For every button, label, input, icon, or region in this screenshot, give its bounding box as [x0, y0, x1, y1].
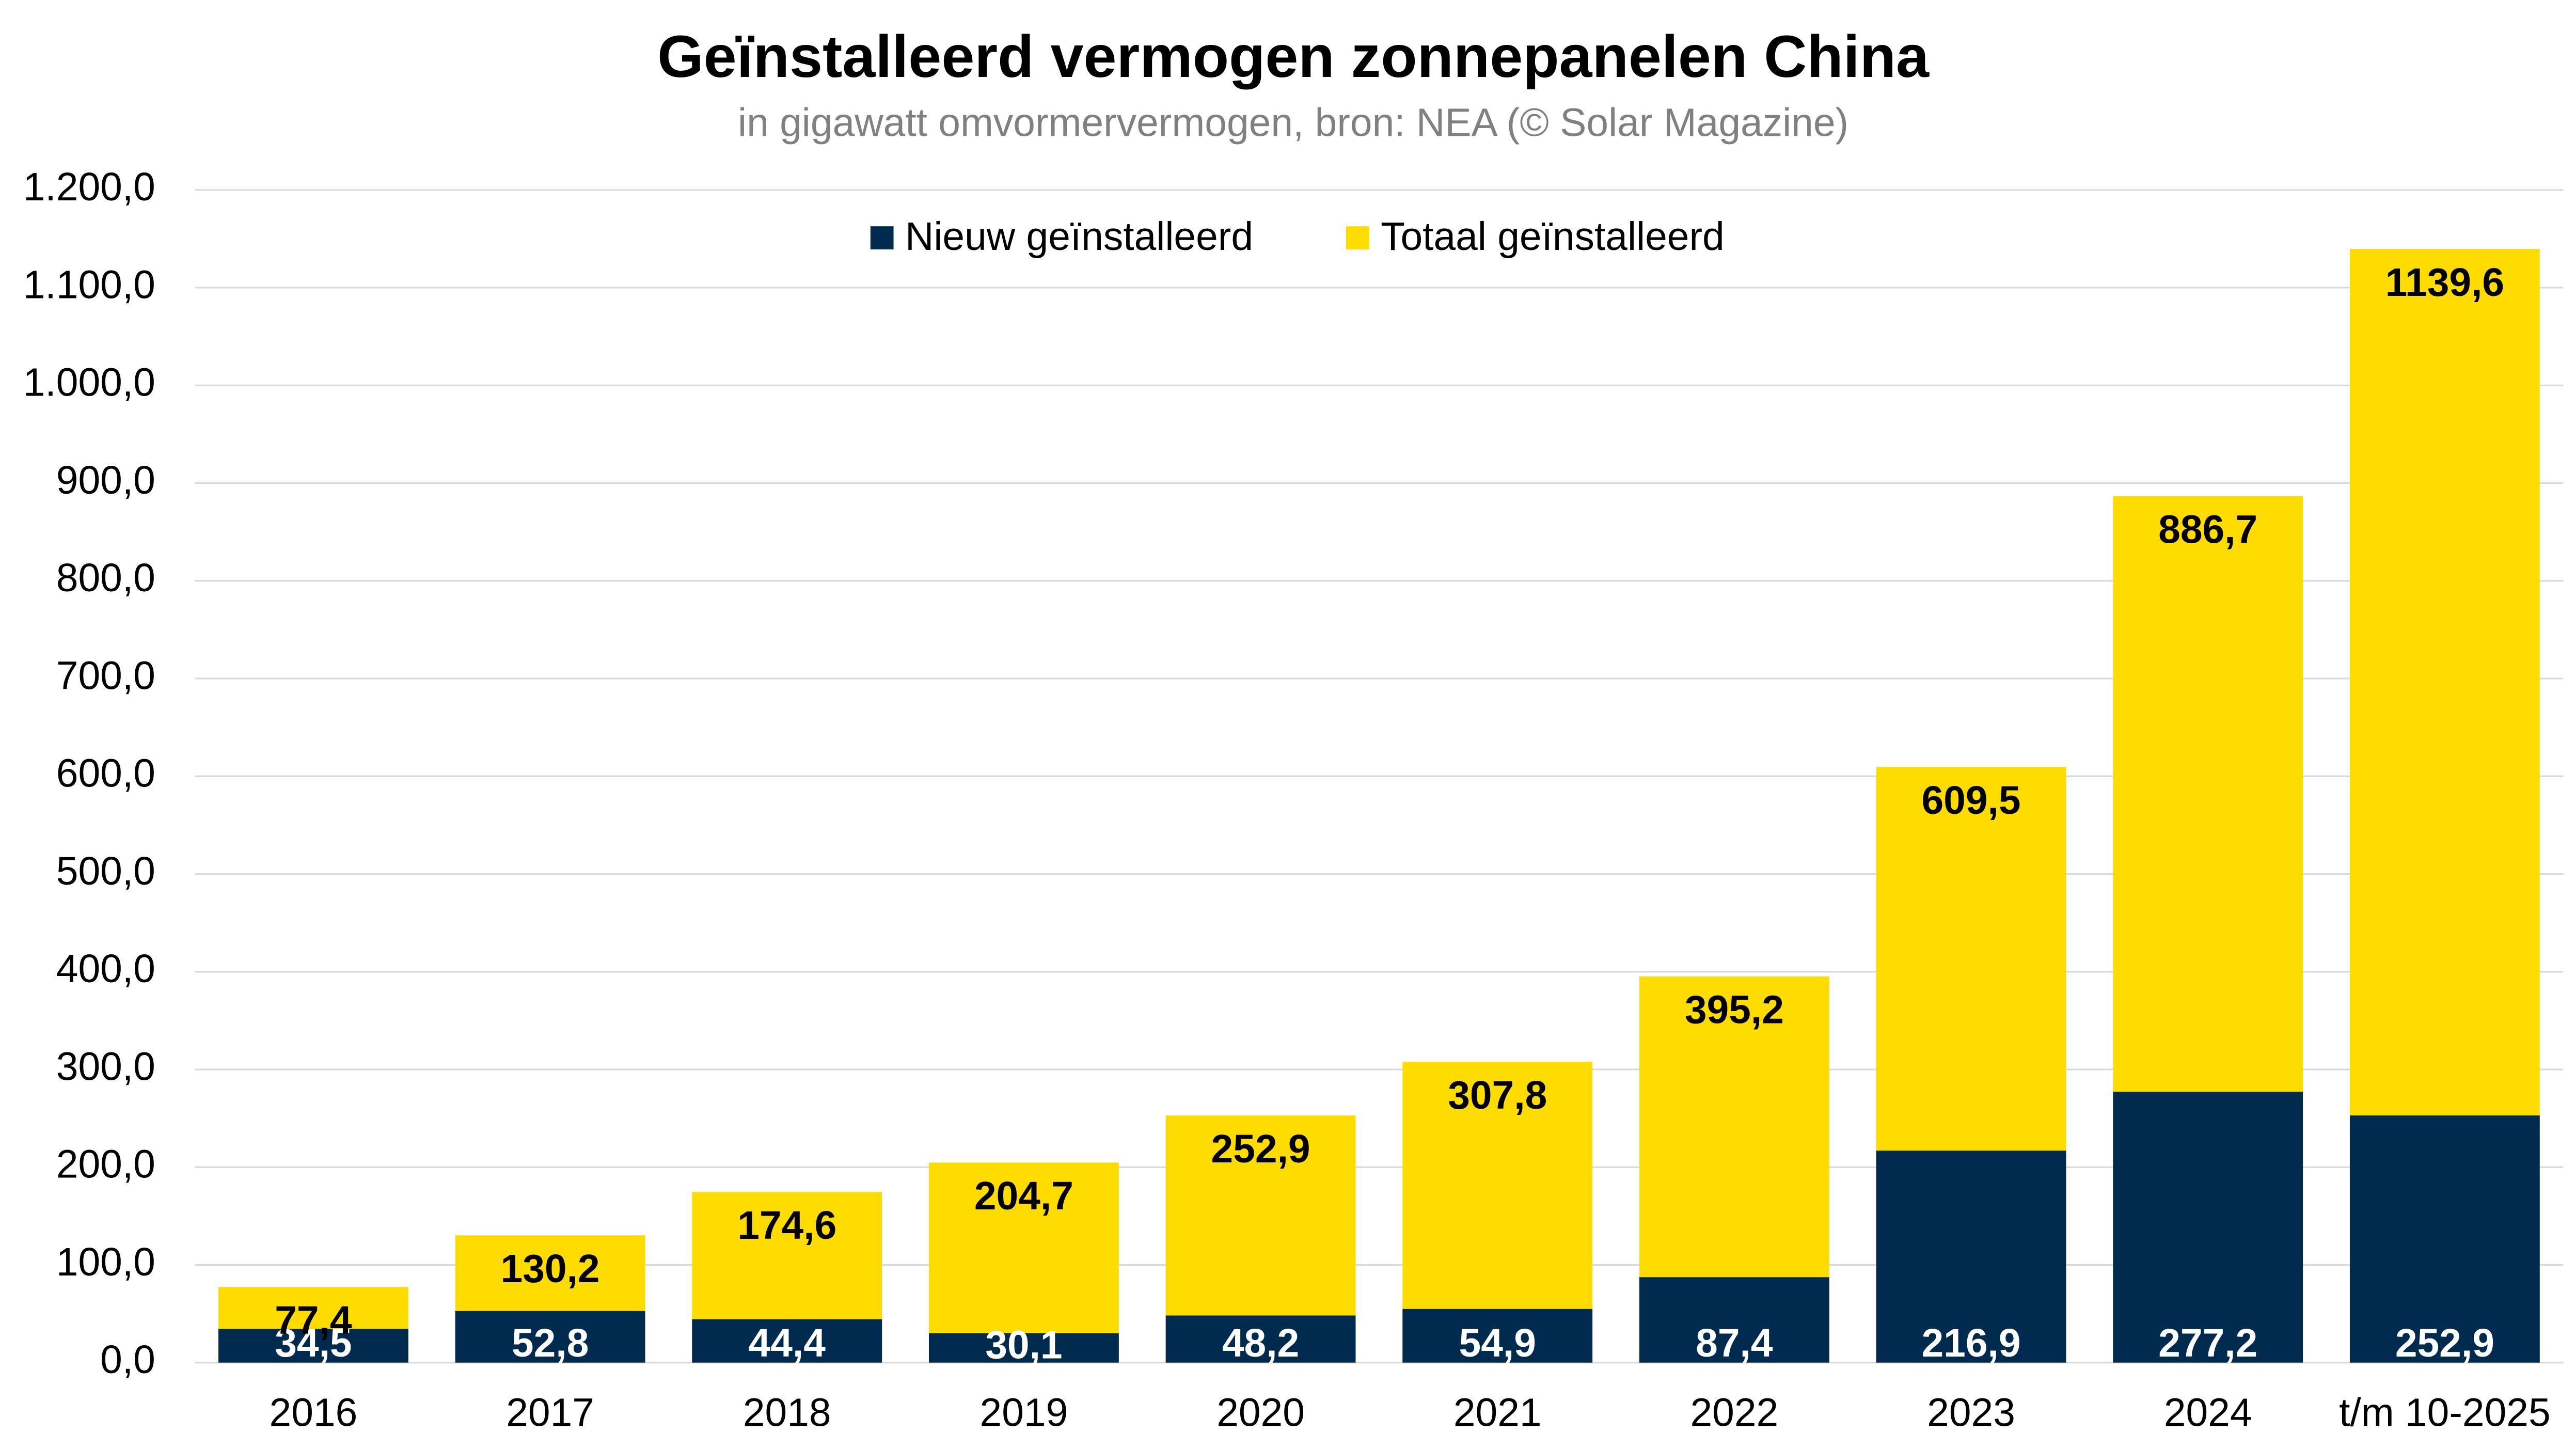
y-tick-label: 900,0	[56, 459, 155, 502]
data-label: 174,6	[737, 1204, 836, 1248]
data-label: 30,1	[985, 1324, 1062, 1367]
bar	[2349, 1115, 2540, 1363]
legend-label: Totaal geïnstalleerd	[1381, 215, 1725, 259]
y-tick-label: 600,0	[56, 752, 155, 796]
x-tick-label: 2021	[1453, 1391, 1542, 1435]
labels: 2016 2017 2018 2019 2020 2021 2022 2023 2024 t/m …	[270, 261, 2551, 1435]
x-tick-label: 2024	[2164, 1391, 2252, 1435]
legend-swatch	[1346, 226, 1369, 249]
bar	[928, 1333, 1119, 1363]
data-label: 34,5	[275, 1321, 352, 1365]
legend: Nieuw geïnstalleerd Totaal geïnstalleerd	[870, 215, 1725, 259]
data-label: 77,4	[275, 1299, 352, 1343]
y-tick-label: 1.000,0	[23, 361, 155, 405]
data-label: 204,7	[974, 1174, 1073, 1218]
data-label: 44,4	[749, 1321, 826, 1365]
bar	[2113, 1092, 2303, 1363]
legend-label: Nieuw geïnstalleerd	[905, 215, 1253, 259]
bar	[1402, 1309, 1593, 1363]
data-label: 252,9	[1211, 1127, 1310, 1171]
y-tick-label: 400,0	[56, 947, 155, 991]
x-tick-label: 2023	[1927, 1391, 2015, 1435]
x-tick-label: 2016	[270, 1391, 358, 1435]
x-tick-label: 2018	[743, 1391, 831, 1435]
x-tick-label: 2019	[980, 1391, 1068, 1435]
x-tick-label: 2020	[1216, 1391, 1305, 1435]
data-label: 886,7	[2158, 508, 2257, 552]
y-tick-label: 800,0	[56, 556, 155, 600]
data-label: 48,2	[1222, 1321, 1299, 1365]
data-label: 307,8	[1448, 1074, 1547, 1117]
data-label: 252,9	[2395, 1321, 2494, 1365]
data-label: 395,2	[1685, 988, 1784, 1032]
y-tick-label: 0,0	[100, 1338, 155, 1382]
y-tick-label: 700,0	[56, 654, 155, 698]
chart-title: Geïnstalleerd vermogen zonnepanelen Chin…	[657, 24, 1930, 90]
data-label: 130,2	[501, 1247, 600, 1291]
y-tick-label: 1.200,0	[23, 165, 155, 209]
y-tick-label: 500,0	[56, 849, 155, 893]
data-label: 277,2	[2158, 1321, 2257, 1365]
bar	[1639, 1277, 1829, 1363]
bar	[1165, 1315, 1356, 1363]
bars	[218, 249, 2540, 1363]
chart-subtitle: in gigawatt omvormervermogen, bron: NEA …	[738, 101, 1848, 145]
bar	[455, 1311, 645, 1363]
legend-swatch	[870, 226, 894, 249]
bar	[218, 1329, 408, 1363]
x-tick-label: t/m 10-2025	[2339, 1391, 2551, 1435]
bar	[928, 1162, 1119, 1363]
y-tick-label: 100,0	[56, 1240, 155, 1284]
bar	[1876, 1151, 2066, 1363]
x-tick-label: 2017	[506, 1391, 594, 1435]
y-tick-label: 300,0	[56, 1045, 155, 1089]
data-label: 87,4	[1696, 1321, 1773, 1365]
data-label: 216,9	[1922, 1321, 2021, 1365]
bar	[692, 1319, 882, 1363]
data-label: 52,8	[512, 1321, 589, 1365]
y-tick-label: 1.100,0	[23, 263, 155, 307]
data-label: 609,5	[1922, 779, 2021, 823]
data-label: 54,9	[1459, 1321, 1536, 1365]
data-label: 1139,6	[2385, 261, 2505, 305]
x-tick-label: 2022	[1690, 1391, 1779, 1435]
y-tick-label: 200,0	[56, 1143, 155, 1187]
